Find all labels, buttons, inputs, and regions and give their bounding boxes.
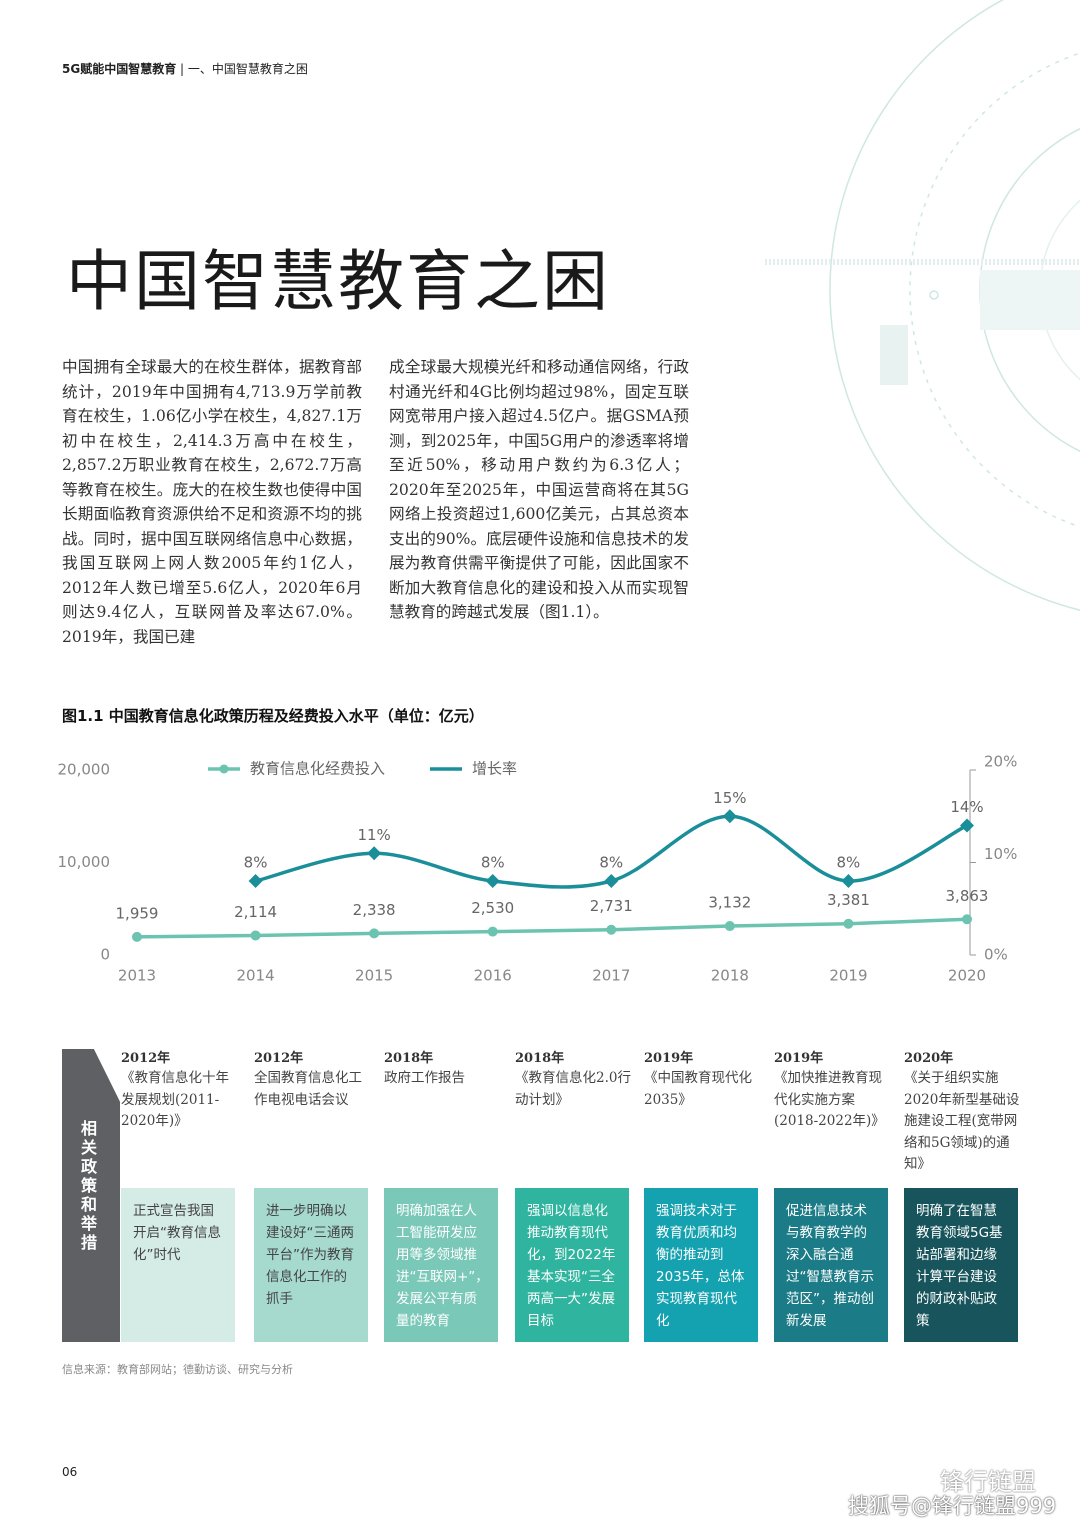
policy-year: 2012年 [121,1051,171,1066]
x-tick-label: 2018 [711,967,749,985]
x-tick-label: 2020 [948,967,986,985]
point [487,926,498,937]
point [604,874,619,888]
data-label: 1,959 [116,904,159,922]
policy-desc: 进一步明确以建设好“三通两平台”作为教育信息化工作的抓手 [254,1188,368,1342]
section-name: 一、中国智慧教育之困 [187,62,308,76]
chart: 0 10,000 20,000 0% 10% 20% 2013 2014 2015 2016 201… [58,753,1018,985]
body-text: 成全球最大规模光纤和移动通信网络，行政村通光纤和4G比例均超过98%，固定互联网… [389,358,689,621]
point [250,930,261,941]
side-label-bg [62,1049,120,1342]
legend-label: 增长率 [472,760,517,778]
point [132,931,142,942]
data-label: 3,381 [827,891,870,909]
data-label: 8% [837,854,861,872]
data-label: 3,863 [946,887,989,905]
data-label: 8% [599,854,623,872]
policy-head: 2018年《教育信息化2.0行动计划》 [515,1047,633,1111]
policy-desc: 明确了在智慧教育领域5G基站部署和边缘计算平台建设的财政补贴政策 [904,1188,1018,1342]
x-tick-label: 2015 [355,967,393,985]
point [841,874,856,888]
policy-year: 2019年 [644,1051,694,1066]
x-tick-label: 2016 [474,967,512,985]
x-tick-label: 2017 [592,967,630,985]
data-label: 2,731 [590,897,633,915]
policy-head: 2019年《中国教育现代化2035》 [644,1047,762,1111]
y2-tick-label: 20% [984,753,1017,771]
report-name: 5G赋能中国智慧教育 [62,62,177,76]
y-tick-label: 20,000 [58,761,111,779]
header: 5G赋能中国智慧教育 | 一、中国智慧教育之困 [62,62,308,76]
legend-label: 教育信息化经费投入 [250,760,385,778]
policy-head: 2012年全国教育信息化工作电视电话会议 [254,1047,372,1111]
policy-name: 《关于组织实施2020年新型基础设施建设工程(宽带网络和5G领域)的通知》 [904,1070,1020,1172]
policy-name: 政府工作报告 [384,1070,465,1086]
data-label: 15% [713,789,746,807]
policy-desc: 正式宣告我国开启“教育信息化”时代 [121,1188,235,1342]
side-label: 相关政策和举措 [78,1120,97,1253]
series-line [136,917,968,939]
point [843,918,854,929]
policy-year: 2012年 [254,1051,304,1066]
decoration [765,0,1080,611]
policy-name: 《中国教育现代化2035》 [644,1070,752,1108]
policy-year: 2020年 [904,1051,954,1066]
data-label: 3,132 [708,894,751,912]
policy-desc: 强调以信息化推动教育现代化，到2022年基本实现“三全两高一大”发展目标 [515,1188,629,1342]
watermark: 锋行链盟 [940,1468,1036,1496]
policy-desc: 强调技术对于教育优质和均衡的推动到2035年，总体实现教育现代化 [644,1188,758,1342]
point [485,874,500,888]
policy-year: 2018年 [515,1051,565,1066]
policy-head: 2012年《教育信息化十年发展规划(2011-2020年)》 [121,1047,239,1133]
point [367,846,382,861]
point [722,809,737,824]
policy-desc: 明确加强在人工智能研发应用等多领域推进“互联网+”，发展公平有质量的教育 [384,1188,498,1342]
policy-head: 2018年政府工作报告 [384,1047,502,1090]
policy-name: 《教育信息化2.0行动计划》 [515,1070,631,1108]
data-label: 8% [481,854,505,872]
data-label: 2,530 [471,899,514,917]
policy-head: 2020年《关于组织实施2020年新型基础设施建设工程(宽带网络和5G领域)的通… [904,1047,1022,1176]
x-tick-label: 2019 [829,967,867,985]
figure-title: 图1.1 中国教育信息化政策历程及经费投入水平（单位：亿元） [62,707,484,725]
page-title: 中国智慧教育之困 [66,243,610,320]
point [248,874,263,888]
page-number: 06 [62,1465,78,1479]
legend-swatch-dot [219,764,229,774]
policy-name: 《教育信息化十年发展规划(2011-2020年)》 [121,1070,229,1129]
x-tick-label: 2014 [236,967,274,985]
data-label: 2,114 [234,903,277,921]
watermark: 搜狐号@锋行链盟999 [848,1494,1057,1518]
y2-tick-label: 0% [984,946,1008,964]
data-label: 2,338 [353,901,396,919]
y2-tick-label: 10% [984,845,1017,863]
x-tick-label: 2013 [118,967,156,985]
point [369,928,380,939]
policy-name: 《加快推进教育现代化实施方案(2018-2022年)》 [774,1070,885,1129]
point [606,924,617,935]
policy-desc: 促进信息技术与教育教学的深入融合通过“智慧教育示范区”，推动创新发展 [774,1188,888,1342]
point [962,914,972,925]
point [724,921,735,932]
data-label: 8% [244,854,268,872]
data-label: 11% [357,826,390,844]
policy-name: 全国教育信息化工作电视电话会议 [254,1070,362,1108]
policy-head: 2019年《加快推进教育现代化实施方案(2018-2022年)》 [774,1047,892,1133]
y-tick-label: 0 [100,946,110,964]
y-tick-label: 10,000 [58,853,111,871]
policy-year: 2018年 [384,1051,434,1066]
source: 信息来源：教育部网站；德勤访谈、研究与分析 [62,1363,293,1376]
policy-year: 2019年 [774,1051,824,1066]
body-text: 中国拥有全球最大的在校生群体，据教育部统计，2019年中国拥有4,713.9万学… [62,358,362,646]
data-label: 14% [950,798,983,816]
point [960,818,974,833]
